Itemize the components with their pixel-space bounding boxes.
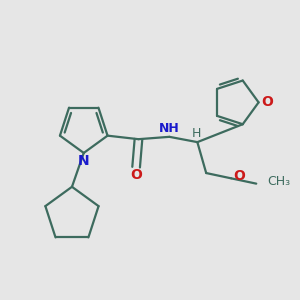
Text: O: O [262,95,273,110]
Text: NH: NH [159,122,180,135]
Text: H: H [192,128,202,140]
Text: N: N [78,154,90,168]
Text: O: O [130,168,142,182]
Text: O: O [233,169,245,183]
Text: CH₃: CH₃ [267,175,291,188]
